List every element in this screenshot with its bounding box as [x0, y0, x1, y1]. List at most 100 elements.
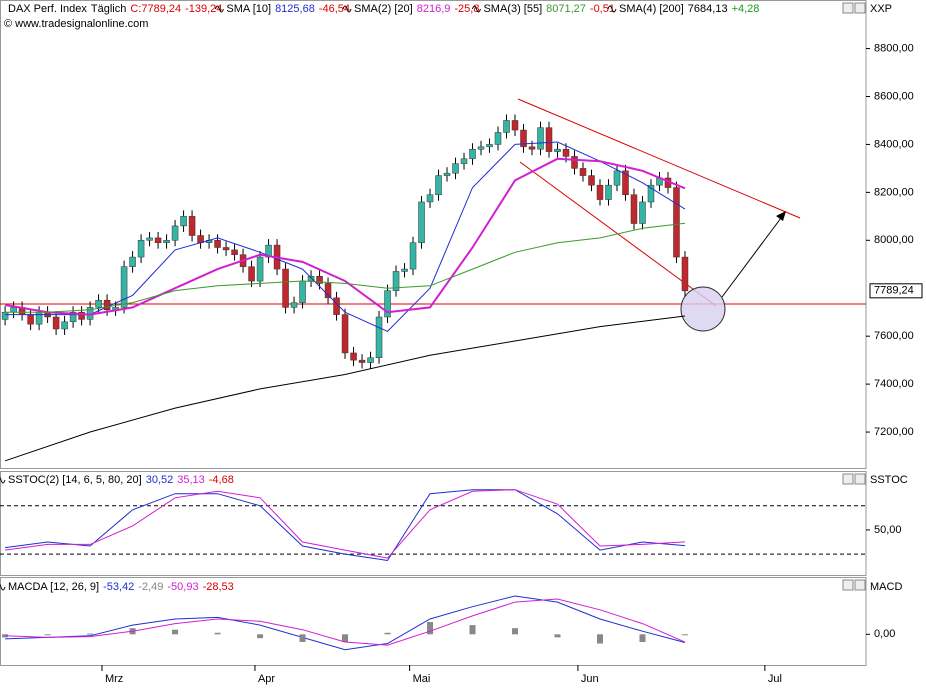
legend-value: 8125,68: [275, 3, 315, 15]
x-tick-label: Mai: [413, 673, 431, 685]
interval: Täglich: [91, 3, 126, 15]
candle-body: [460, 158, 468, 164]
histogram-bar: [299, 634, 306, 642]
candle-body: [10, 307, 17, 313]
button[interactable]: [854, 473, 866, 485]
indicator-icon: [0, 583, 6, 591]
candle-body: [486, 144, 493, 148]
x-tick-label: Apr: [258, 673, 275, 685]
histogram-bar: [384, 632, 391, 635]
button[interactable]: [842, 579, 854, 591]
title: DAX Perf. Index: [8, 3, 87, 15]
candle-body: [537, 127, 544, 150]
candle-body: [418, 201, 425, 243]
pane-buttons: [842, 2, 866, 591]
candle-body: [579, 168, 587, 176]
legend-name: SMA(4) [200]: [619, 3, 684, 15]
legend-change: -46,54: [319, 3, 350, 15]
legend-change: -0,51: [590, 3, 615, 15]
legend-value: -53,42: [103, 581, 134, 593]
button[interactable]: [854, 2, 866, 14]
y-tick-label: 7600,00: [874, 330, 914, 342]
candle-body: [350, 352, 357, 361]
candle-body: [171, 225, 179, 241]
indicator-line: [5, 595, 686, 651]
candle-body: [639, 201, 646, 224]
candle-body: [435, 175, 442, 196]
histogram-bar: [596, 634, 603, 644]
y-tick-label: 7400,00: [874, 378, 914, 390]
change-label: -4,68: [209, 474, 234, 486]
legend-value: 35,13: [177, 474, 205, 486]
candle-body: [256, 256, 264, 282]
button[interactable]: [854, 579, 866, 591]
header: SSTOC(2) [14, 6, 5, 80, 20] 30,52 35,13 -4,…: [8, 474, 234, 486]
candle-body: [588, 175, 595, 186]
indicator-line: [5, 222, 686, 313]
candle-body: [154, 237, 162, 243]
candle-body: [120, 266, 128, 308]
legend-change: -25,8: [454, 3, 479, 15]
price-pane: [0, 0, 867, 469]
button[interactable]: [842, 473, 854, 485]
candle-body: [1, 311, 9, 320]
candle-body: [554, 148, 561, 152]
candle-body: [316, 276, 323, 284]
candle-body: [562, 148, 570, 157]
y-tick-label: 8000,00: [874, 234, 914, 246]
change-label: -139,24: [185, 3, 222, 15]
candle-body: [35, 311, 43, 325]
candle-body: [163, 240, 170, 243]
candle-body: [180, 216, 187, 227]
candle-body: [613, 170, 621, 186]
candle-body: [341, 314, 349, 354]
candle-body: [647, 184, 655, 203]
candle-body: [673, 187, 680, 258]
histogram-bar: [257, 634, 264, 639]
histogram-bar: [44, 634, 51, 636]
candle-body: [69, 311, 77, 323]
candle-body: [282, 268, 289, 308]
histogram-bar: [512, 628, 519, 635]
indicator-icon: [342, 5, 352, 13]
x-tick-label: Jul: [768, 673, 782, 685]
histogram-bar: [342, 634, 349, 642]
source: © www.tradesignalonline.com: [4, 18, 148, 30]
change-label: -28,53: [203, 581, 234, 593]
last-price-label: 7789,24: [874, 285, 914, 297]
axis-title: SSTOC: [870, 474, 908, 486]
histogram-bar: [172, 629, 179, 635]
candle-body: [290, 302, 298, 308]
histogram-bar: [681, 634, 688, 636]
histogram-bar: [427, 622, 434, 635]
y-tick-label: 0,00: [874, 628, 895, 640]
close-label: C:7789,24: [130, 3, 181, 15]
title: MACDA [12, 26, 9]: [8, 581, 99, 593]
candle-body: [630, 194, 638, 224]
candle-body: [95, 299, 102, 308]
candle-body: [511, 120, 519, 131]
button[interactable]: [842, 2, 854, 14]
legend-value: -50,93: [167, 581, 198, 593]
candle-body: [188, 216, 196, 236]
candle-body: [78, 311, 85, 320]
y-tick-label: 8600,00: [874, 90, 914, 102]
candle-body: [52, 316, 60, 330]
legend-change: +4,28: [732, 3, 760, 15]
highlight-circle: [680, 286, 726, 332]
y-tick-label: 7200,00: [874, 426, 914, 438]
last-price-box: [869, 283, 923, 299]
candle-body: [494, 132, 502, 145]
trend-line: [517, 98, 801, 219]
candle-body: [605, 184, 612, 200]
candle-body: [324, 283, 332, 299]
candle-body: [452, 163, 459, 174]
indicator-icon: [471, 5, 481, 13]
candle-body: [214, 240, 221, 248]
candle-body: [299, 280, 306, 303]
candle-body: [384, 290, 391, 318]
indicator-line: [5, 489, 686, 559]
header: DAX Perf. Index Täglich C:7789,24 -139,24 SM…: [8, 3, 759, 15]
indicator-icon: [607, 5, 617, 13]
